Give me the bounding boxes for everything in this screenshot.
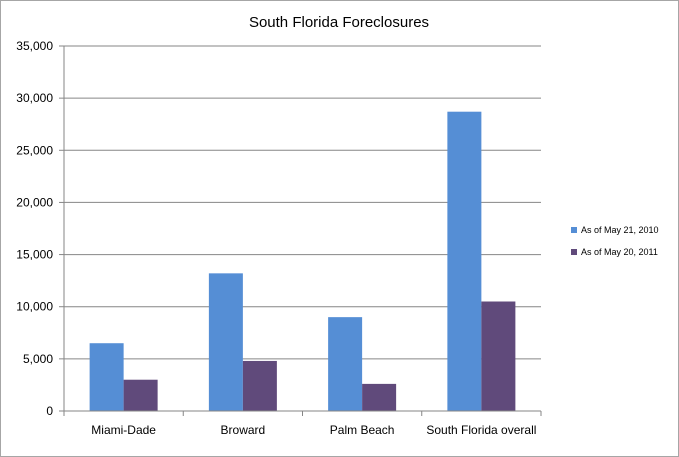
legend-label: As of May 20, 2011	[581, 247, 658, 257]
x-category-label: South Florida overall	[426, 423, 536, 437]
x-axis-categories: Miami-Dade Broward Palm Beach South Florida…	[91, 423, 536, 437]
y-tick-label: 10,000	[16, 300, 53, 314]
legend-swatch	[571, 227, 577, 233]
bar-palm-beach-series-2	[362, 383, 397, 411]
bar-south-florida-overall-series-2	[481, 301, 516, 411]
legend-label: As of May 21, 2010	[581, 225, 659, 235]
bars	[89, 111, 516, 411]
y-tick-label: 0	[46, 404, 53, 418]
bar-miami-dade-series-2	[123, 379, 158, 411]
gridlines	[64, 45, 541, 360]
bar-miami-dade-series-1	[89, 343, 124, 411]
y-tick-label: 15,000	[16, 248, 53, 262]
y-tick-label: 25,000	[16, 143, 53, 157]
axes	[63, 46, 542, 416]
y-tick-label: 5,000	[23, 352, 53, 366]
legend-swatch	[571, 249, 577, 255]
chart-title: South Florida Foreclosures	[249, 14, 429, 31]
x-category-label: Miami-Dade	[91, 423, 156, 437]
legend: As of May 21, 2010 As of May 20, 2011	[571, 225, 659, 257]
y-axis-ticks: 0 5,000 10,000 15,000 20,000 25,000 30,000 35,0…	[16, 39, 64, 418]
x-category-label: Broward	[221, 423, 266, 437]
y-tick-label: 20,000	[16, 195, 53, 209]
x-category-label: Palm Beach	[330, 423, 395, 437]
y-tick-label: 30,000	[16, 91, 53, 105]
bar-broward-series-2	[242, 360, 277, 411]
bar-broward-series-1	[208, 273, 243, 411]
bar-palm-beach-series-1	[328, 317, 363, 411]
y-tick-label: 35,000	[16, 39, 53, 53]
bar-south-florida-overall-series-1	[447, 111, 482, 411]
